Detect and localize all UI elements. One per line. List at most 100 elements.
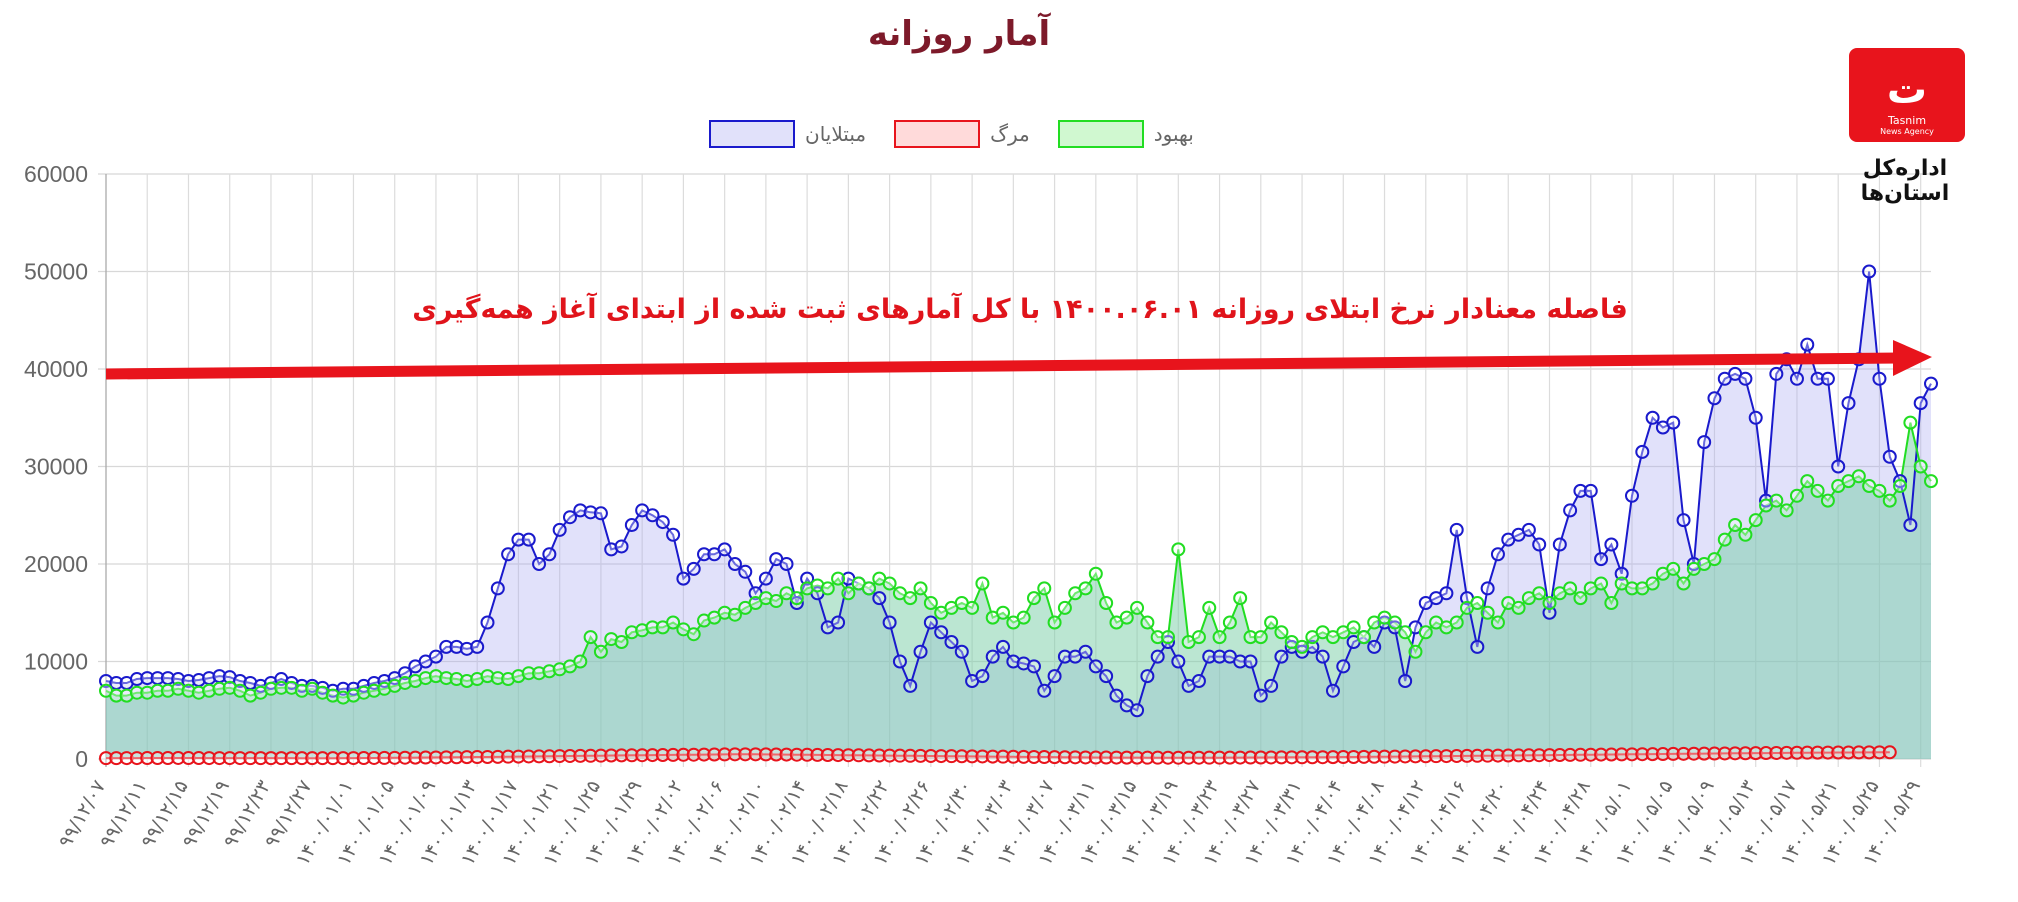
deaths-point: [1738, 746, 1753, 761]
infected-point: [325, 683, 340, 698]
recovered-point: [1470, 596, 1485, 610]
legend-item-deaths[interactable]: مرگ: [894, 120, 1030, 148]
infected-point: [1831, 459, 1846, 474]
infected-point: [1078, 644, 1093, 659]
tasnim-logo: ت Tasnim News Agency: [1849, 48, 1965, 142]
infected-point: [666, 527, 681, 542]
deaths-point: [810, 747, 825, 762]
recovered-point: [789, 591, 804, 606]
recovered-point: [1563, 581, 1578, 596]
recovered-point: [1140, 615, 1155, 630]
infected-point: [758, 571, 773, 586]
y-tick-label: 40000: [24, 356, 88, 382]
legend-swatch-recovered: [1057, 120, 1144, 148]
deaths-point: [645, 748, 660, 763]
deaths-point: [191, 751, 206, 766]
recovered-point: [1161, 630, 1176, 645]
deaths-point: [1759, 746, 1774, 761]
deaths-point: [686, 747, 701, 762]
deaths-point: [1212, 750, 1227, 765]
infected-point: [532, 557, 547, 571]
logo-caption: اداره‌کل استان‌ها: [1860, 156, 1950, 206]
deaths-point: [1769, 745, 1784, 760]
deaths-point: [562, 748, 577, 763]
deaths-point: [1872, 745, 1887, 760]
recovered-point: [1511, 600, 1526, 615]
deaths-point: [831, 748, 846, 763]
recovered-point: [1800, 474, 1815, 489]
infected-point: [1006, 654, 1021, 669]
infected-point: [511, 532, 526, 547]
recovered-point: [140, 685, 155, 700]
deaths-point: [758, 747, 773, 762]
deaths-point: [263, 751, 278, 766]
legend-item-recovered[interactable]: بهبود: [1057, 120, 1194, 148]
recovered-point: [160, 683, 175, 698]
deaths-point: [800, 747, 815, 762]
recovered-point: [428, 669, 443, 684]
deaths-point: [604, 748, 619, 763]
deaths-point: [542, 749, 557, 764]
infected-point: [1130, 703, 1145, 718]
infected-point: [1604, 537, 1619, 552]
infected-point: [1759, 493, 1774, 508]
deaths-point: [1191, 750, 1206, 765]
infected-point: [1583, 483, 1598, 498]
deaths-point: [1470, 748, 1485, 763]
recovered-point: [1449, 615, 1464, 630]
recovered-point: [717, 605, 732, 620]
deaths-point: [109, 751, 124, 766]
infected-point: [501, 547, 516, 562]
deaths-point: [944, 749, 959, 764]
legend-item-infected[interactable]: مبتلایان: [709, 120, 866, 148]
deaths-point: [1346, 749, 1361, 764]
infected-point: [975, 669, 990, 684]
deaths-point: [769, 747, 784, 762]
deaths-point: [676, 747, 691, 762]
deaths-point: [346, 751, 361, 766]
deaths-point: [1532, 748, 1547, 763]
recovered-point: [996, 605, 1011, 620]
deaths-point: [212, 751, 227, 766]
deaths-point: [707, 747, 722, 762]
recovered-point: [1057, 600, 1072, 615]
legend-label-recovered: بهبود: [1153, 122, 1194, 146]
deaths-point: [305, 751, 320, 766]
deaths-point: [593, 748, 608, 763]
infected-point: [1398, 674, 1413, 688]
recovered-point: [593, 644, 608, 659]
deaths-point: [1655, 747, 1670, 762]
infected-point: [1924, 376, 1938, 391]
chart-title: آمار روزانه: [867, 14, 1051, 54]
deaths-point: [882, 748, 897, 763]
recovered-point: [1645, 576, 1660, 591]
logo-mark-icon: ت: [1886, 67, 1928, 113]
deaths-point: [1274, 750, 1289, 765]
deaths-point: [181, 751, 196, 766]
recovered-point: [1532, 586, 1547, 601]
recovered-point: [1738, 527, 1753, 542]
recovered-point: [367, 683, 382, 698]
deaths-point: [202, 751, 217, 766]
infected-point: [1882, 449, 1897, 464]
deaths-point: [1109, 750, 1124, 765]
deaths-point: [367, 750, 382, 765]
recovered-point: [1171, 542, 1186, 557]
infected-point: [1047, 669, 1062, 684]
recovered-point: [109, 688, 124, 703]
recovered-point: [1903, 415, 1918, 430]
recovered-point: [1130, 600, 1145, 615]
deaths-point: [583, 748, 598, 763]
deaths-point: [1367, 749, 1382, 764]
deaths-point: [398, 750, 413, 765]
deaths-point: [222, 751, 237, 766]
recovered-point: [1119, 610, 1134, 625]
deaths-point: [1264, 750, 1279, 765]
deaths-point: [1490, 748, 1505, 763]
infected-point: [676, 571, 691, 586]
deaths-point: [1573, 747, 1588, 762]
deaths-point: [1047, 750, 1062, 765]
deaths-point: [1542, 748, 1557, 763]
infected-point: [490, 581, 505, 596]
deaths-point: [1130, 750, 1145, 765]
